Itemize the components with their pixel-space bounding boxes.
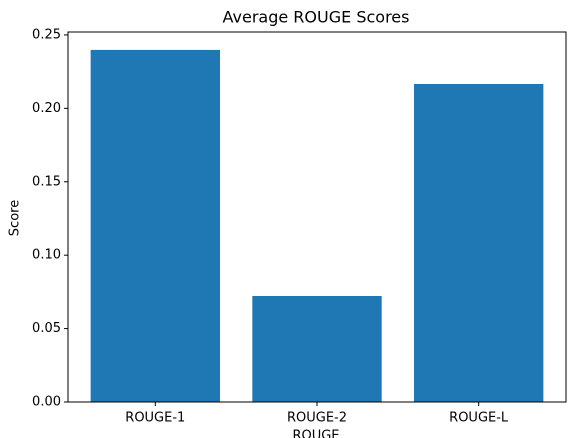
y-axis-label: Score — [8, 200, 23, 236]
x-tick-label: ROUGE-2 — [287, 411, 347, 426]
y-tick-label: 0.10 — [32, 248, 61, 263]
bar — [252, 295, 382, 402]
y-tick-label: 0.20 — [32, 101, 61, 116]
bar — [90, 49, 220, 403]
x-tick-label: ROUGE-1 — [125, 411, 185, 426]
y-tick-label: 0.15 — [32, 174, 61, 189]
chart-title: Average ROUGE Scores — [223, 8, 410, 27]
bar — [414, 83, 544, 402]
plot-frame — [67, 31, 567, 403]
y-tick-label: 0.00 — [32, 395, 61, 410]
x-axis-label: ROUGE — [292, 429, 339, 438]
y-tick-label: 0.05 — [32, 321, 61, 336]
y-tick-label: 0.25 — [32, 27, 61, 42]
x-tick-label: ROUGE-L — [449, 411, 509, 426]
